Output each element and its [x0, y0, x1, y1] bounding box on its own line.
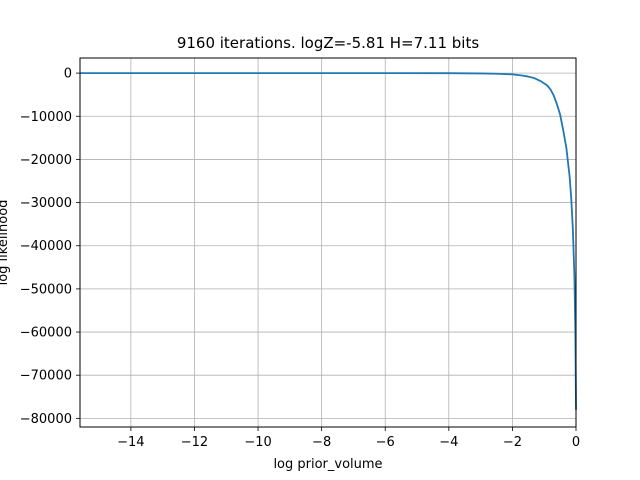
x-tick-label: −2 — [503, 435, 522, 450]
series-line — [80, 72, 577, 410]
x-axis-label: log prior_volume — [273, 457, 382, 472]
y-tick-label: −20000 — [20, 153, 72, 168]
y-tick-label: −40000 — [20, 239, 72, 254]
x-axis-ticks: −14 −12 −10 −8 −6 −4 −2 0 — [117, 427, 580, 450]
grid-lines — [80, 58, 577, 427]
x-tick-label: −4 — [439, 435, 458, 450]
x-tick-label: −12 — [181, 435, 208, 450]
y-axis-ticks: 0 −10000 −20000 −30000 −40000 −50000 −60000 −70… — [20, 67, 80, 427]
x-tick-label: 0 — [572, 435, 580, 450]
y-tick-label: −70000 — [20, 369, 72, 384]
y-tick-label: −10000 — [20, 110, 72, 125]
x-tick-label: −6 — [376, 435, 395, 450]
y-axis-label: log likelihood — [0, 200, 11, 286]
x-tick-label: −8 — [312, 435, 331, 450]
series-layer — [80, 72, 577, 410]
x-tick-label: −10 — [244, 435, 271, 450]
x-tick-label: −14 — [117, 435, 144, 450]
axes-frame — [79, 57, 577, 428]
y-tick-label: 0 — [64, 67, 72, 82]
y-tick-label: −60000 — [20, 326, 72, 341]
y-tick-label: −50000 — [20, 282, 72, 297]
y-tick-label: −80000 — [20, 412, 72, 427]
chart-title: 9160 iterations. logZ=-5.81 H=7.11 bits — [177, 34, 480, 52]
y-tick-label: −30000 — [20, 196, 72, 211]
